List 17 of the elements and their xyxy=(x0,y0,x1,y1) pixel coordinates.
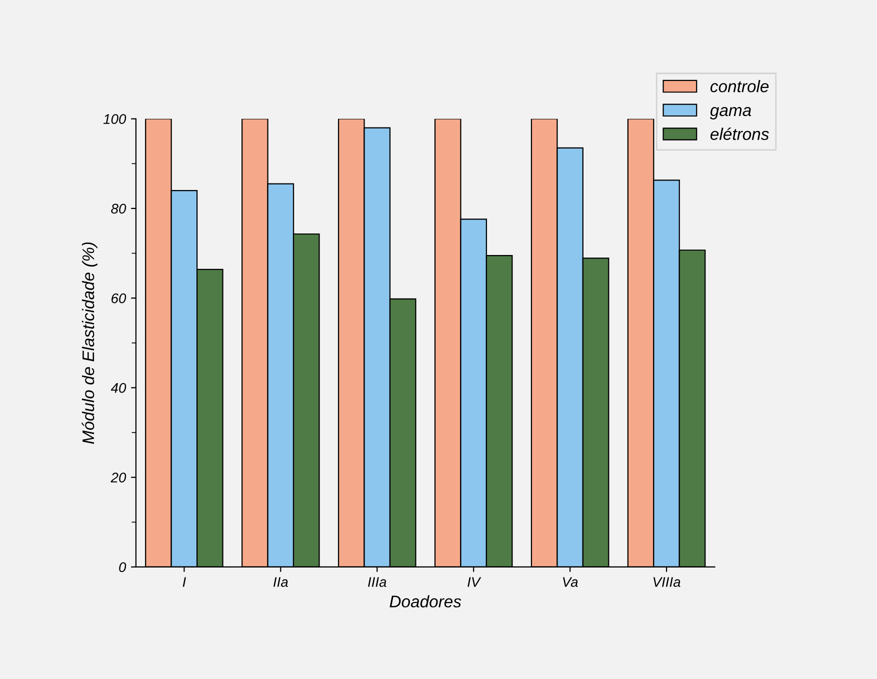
x-axis-title: Doadores xyxy=(390,595,462,608)
y-tick-label: 80 xyxy=(111,204,126,214)
y-tick-label: 60 xyxy=(112,293,126,304)
y-tick-label: 100 xyxy=(103,114,126,124)
x-tick-label: IIa xyxy=(273,577,288,587)
x-tick-label: VIIIa xyxy=(653,577,680,587)
legend-label: gama xyxy=(710,107,752,120)
y-axis-title: Módulo de Elasticidade (%) xyxy=(82,242,98,444)
y-tick-label: 0 xyxy=(119,562,126,572)
x-tick-label: IV xyxy=(468,577,482,587)
legend-label: controle xyxy=(710,80,769,92)
y-tick-label: 20 xyxy=(110,472,126,483)
x-tick-label: IIIa xyxy=(368,577,386,587)
y-tick-label: 40 xyxy=(110,383,126,393)
x-tick-label: I xyxy=(182,577,186,587)
legend-label: elétrons xyxy=(710,128,769,140)
x-tick-label: Va xyxy=(563,577,578,587)
